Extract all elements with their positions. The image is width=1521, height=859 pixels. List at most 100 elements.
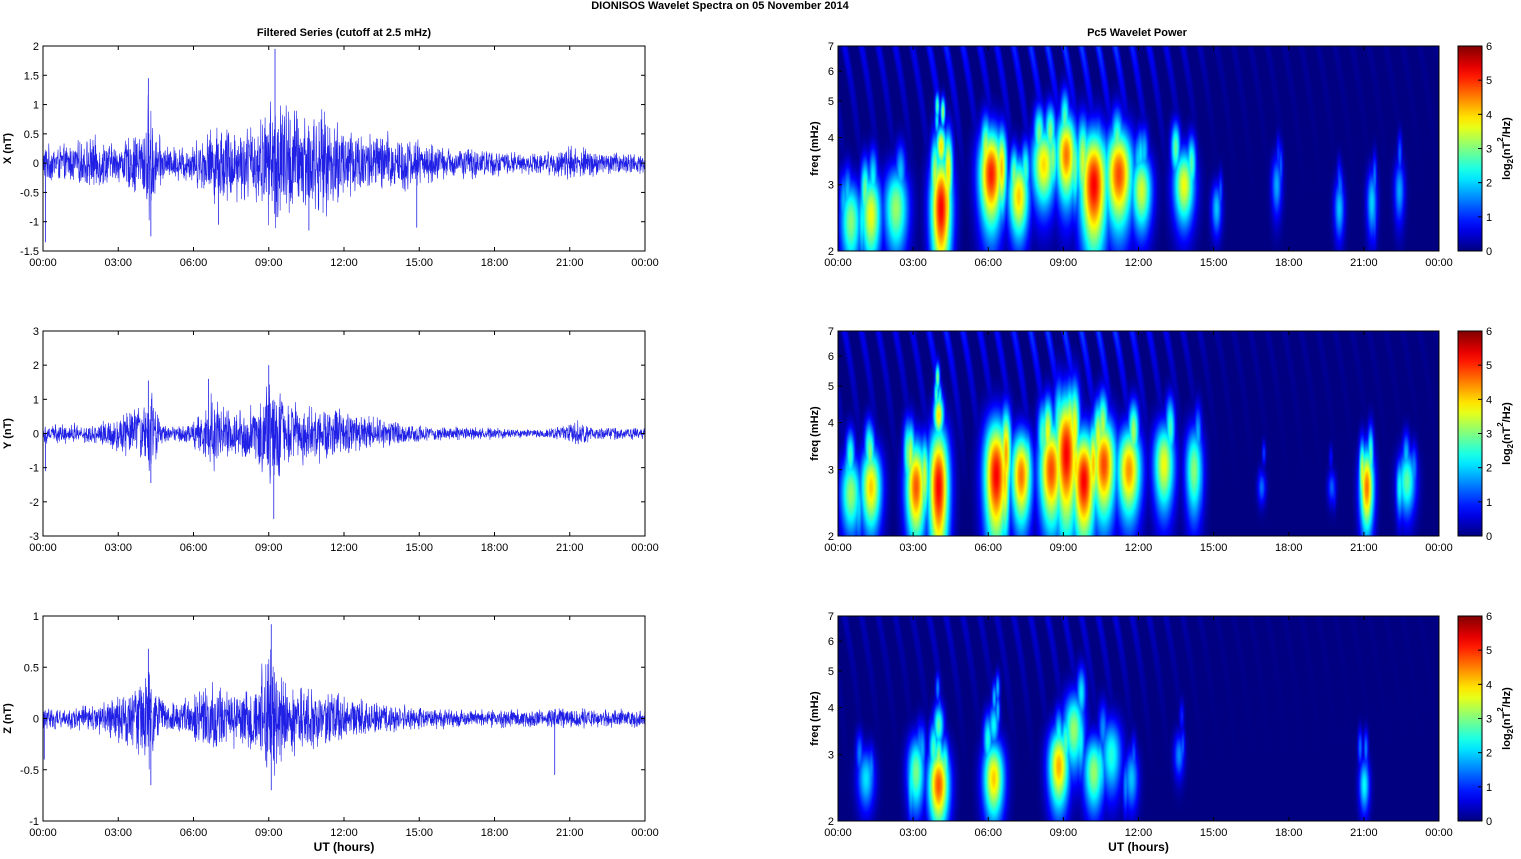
x-tick-label: 15:00	[1200, 542, 1228, 554]
colorbar-tick-label: 6	[1486, 611, 1492, 623]
colorbar-label-part: /Hz)	[1501, 687, 1513, 708]
x-axis-label: UT (hours)	[314, 840, 375, 854]
colorbar-tick-label: 1	[1486, 497, 1492, 509]
x-tick-label: 00:00	[29, 542, 57, 554]
x-tick-label: 12:00	[330, 827, 358, 839]
y-axis-label: freq (mHz)	[809, 406, 821, 461]
y-tick-label: 0.5	[24, 129, 39, 141]
x-tick-label: 15:00	[405, 257, 433, 269]
y-tick-label: -1	[29, 217, 39, 229]
x-tick-label: 09:00	[255, 542, 283, 554]
x-tick-label: 21:00	[556, 257, 584, 269]
y-tick-label: 5	[828, 381, 834, 393]
y-tick-label: -0.5	[20, 765, 39, 777]
colorbar-tick-label: 4	[1486, 109, 1492, 121]
y-tick-label: 1	[33, 611, 39, 623]
x-tick-label: 06:00	[974, 827, 1002, 839]
y-tick-label: 4	[828, 133, 834, 145]
colorbar-tick-label: 2	[1486, 178, 1492, 190]
y-filtered-series-panel: -3 -2 -1 0 1 2 3 00:00 03:00 06:00 09:00 12:00 15:00…	[2, 326, 659, 554]
colorbar-label-part: 2	[1506, 728, 1515, 733]
y-tick-label: -2	[29, 497, 39, 509]
x-tick-label: 00:00	[631, 257, 659, 269]
y-tick-label: 6	[828, 636, 834, 648]
x-tick-label: 06:00	[180, 257, 208, 269]
y-tick-label: -3	[29, 531, 39, 543]
y-tick-label: 0	[33, 429, 39, 441]
colorbar-tick-label: 1	[1486, 782, 1492, 794]
y-axis-label: Y (nT)	[2, 418, 14, 449]
y-tick-label: -1	[29, 463, 39, 475]
x-tick-label: 06:00	[974, 257, 1002, 269]
colorbar-label: log2(nT2/Hz)	[1496, 402, 1515, 465]
colorbar-tick-label: 4	[1486, 679, 1492, 691]
y-tick-label: 6	[828, 351, 834, 363]
x-tick-label: 21:00	[1350, 827, 1378, 839]
y-tick-label: 1.5	[24, 70, 39, 82]
x-tick-label: 21:00	[1350, 257, 1378, 269]
filtered-series-trace	[43, 384, 645, 484]
y-tick-label: 2	[33, 41, 39, 53]
y-axis-label: freq (mHz)	[809, 121, 821, 176]
y-tick-label: 5	[828, 96, 834, 108]
y-tick-label: 1	[33, 394, 39, 406]
x-tick-label: 09:00	[255, 827, 283, 839]
y-tick-label: 3	[828, 180, 834, 192]
x-tick-label: 12:00	[330, 542, 358, 554]
x-tick-label: 03:00	[899, 542, 927, 554]
y-axis-label: Z (nT)	[2, 703, 14, 734]
colorbar-label-part: /Hz)	[1501, 402, 1513, 423]
wavelet-power-canvas	[838, 331, 1439, 536]
colorbar-label: log2(nT2/Hz)	[1496, 687, 1515, 750]
x-tick-label: 18:00	[1275, 257, 1303, 269]
x-tick-label: 18:00	[1275, 542, 1303, 554]
x-tick-label: 15:00	[405, 827, 433, 839]
y-tick-label: 3	[33, 326, 39, 338]
colorbar-tick-label: 0	[1486, 816, 1492, 828]
x-tick-label: 03:00	[899, 827, 927, 839]
y-tick-label: 7	[828, 41, 834, 53]
y-tick-label: -0.5	[20, 187, 39, 199]
colorbar-tick-label: 3	[1486, 144, 1492, 156]
x-tick-label: 03:00	[104, 827, 132, 839]
colorbar-tick-label: 0	[1486, 531, 1492, 543]
x-tick-label: 21:00	[1350, 542, 1378, 554]
y-tick-label: 0.5	[24, 662, 39, 674]
right-column-title: Pc5 Wavelet Power	[1087, 27, 1188, 39]
colorbar-label-part: /Hz)	[1501, 117, 1513, 138]
colorbar-tick-label: 5	[1486, 360, 1492, 372]
x-tick-label: 18:00	[481, 257, 509, 269]
x-tick-label: 18:00	[481, 827, 509, 839]
wavelet-power-canvas	[838, 616, 1439, 821]
colorbar-label-part: log	[1501, 448, 1513, 465]
colorbar-tick-label: 2	[1486, 748, 1492, 760]
x-tick-label: 09:00	[1050, 827, 1078, 839]
colorbar-label-part: log	[1501, 163, 1513, 180]
x-tick-label: 18:00	[1275, 827, 1303, 839]
colorbar-tick-label: 4	[1486, 394, 1492, 406]
y-tick-label: 4	[828, 703, 834, 715]
colorbar-label: log2(nT2/Hz)	[1496, 117, 1515, 180]
x-tick-label: 03:00	[899, 257, 927, 269]
x-tick-label: 21:00	[556, 542, 584, 554]
y-tick-label: 2	[828, 246, 834, 258]
colorbar-label-part: log	[1501, 733, 1513, 750]
x-tick-label: 15:00	[405, 542, 433, 554]
x-tick-label: 00:00	[29, 827, 57, 839]
colorbar-label-part: 2	[1506, 443, 1515, 448]
colorbar-label-part: (nT	[1501, 712, 1513, 729]
wavelet-power-image	[838, 331, 1439, 536]
x-tick-label: 18:00	[481, 542, 509, 554]
y-tick-label: 5	[828, 666, 834, 678]
x-tick-label: 15:00	[1200, 257, 1228, 269]
colorbar-tick-label: 6	[1486, 326, 1492, 338]
x-tick-label: 06:00	[180, 827, 208, 839]
colorbar-tick-label: 1	[1486, 212, 1492, 224]
x-tick-label: 09:00	[1050, 542, 1078, 554]
colorbar-label-part: 2	[1496, 422, 1505, 427]
y-axis-label: X (nT)	[2, 133, 14, 164]
y-axis-label: freq (mHz)	[809, 691, 821, 746]
x-tick-label: 09:00	[1050, 257, 1078, 269]
x-tick-label: 03:00	[104, 542, 132, 554]
